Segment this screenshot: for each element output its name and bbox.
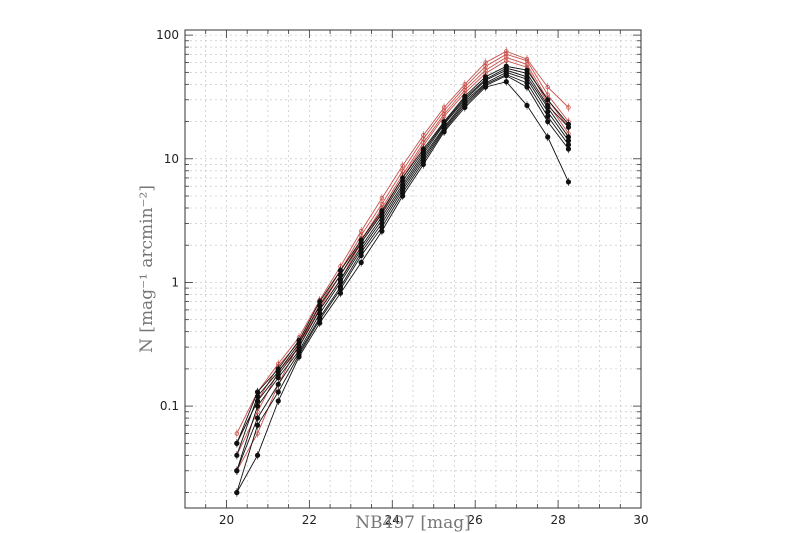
data-point	[234, 431, 240, 436]
data-point	[234, 440, 240, 446]
y-tick-label: 10	[164, 152, 179, 166]
data-point	[503, 73, 509, 79]
data-point	[275, 375, 281, 381]
data-point	[296, 354, 302, 360]
data-point	[400, 193, 406, 199]
x-tick-label: 24	[385, 513, 400, 527]
data-point	[462, 104, 468, 111]
data-point	[234, 452, 240, 458]
x-tick-label: 28	[550, 513, 565, 527]
y-tick-label: 1	[171, 275, 179, 289]
x-tick-label: 20	[219, 513, 234, 527]
data-point	[337, 290, 344, 296]
data-point	[358, 252, 364, 259]
data-point	[254, 452, 261, 458]
data-point	[358, 259, 364, 266]
data-point	[545, 84, 550, 90]
data-point	[379, 228, 385, 234]
plot-frame	[184, 29, 642, 509]
y-axis-title: N [mag⁻¹ arcmin⁻²]	[137, 185, 157, 353]
data-point	[420, 161, 426, 168]
data-point	[545, 134, 551, 140]
data-point	[234, 468, 240, 474]
data-point	[234, 489, 240, 496]
x-axis-title: NB497 [mag]	[355, 513, 471, 533]
axis-ticks: 20 22 24 26 28 30 0.1 1 10 100	[156, 28, 649, 527]
data-point	[524, 102, 530, 109]
data-point	[275, 381, 281, 387]
series-11	[234, 77, 572, 497]
series-layer	[234, 47, 572, 497]
data-point	[503, 79, 509, 85]
data-point	[275, 389, 281, 395]
x-tick-label: 30	[633, 513, 648, 527]
data-point	[254, 403, 261, 409]
data-point	[565, 179, 572, 185]
data-point	[441, 129, 447, 135]
data-point	[566, 105, 571, 110]
data-point	[317, 320, 323, 326]
data-point	[545, 118, 551, 125]
data-point	[482, 84, 489, 90]
data-point	[524, 84, 530, 90]
y-tick-label: 0.1	[160, 399, 179, 413]
x-tick-label: 22	[302, 513, 317, 527]
data-point	[565, 124, 572, 130]
data-point	[275, 398, 281, 404]
x-tick-label: 26	[468, 513, 483, 527]
data-point	[255, 431, 260, 436]
y-tick-label: 100	[156, 28, 179, 42]
data-point	[254, 415, 261, 421]
data-point	[565, 146, 572, 152]
data-point	[254, 422, 261, 428]
gridlines	[185, 30, 641, 508]
